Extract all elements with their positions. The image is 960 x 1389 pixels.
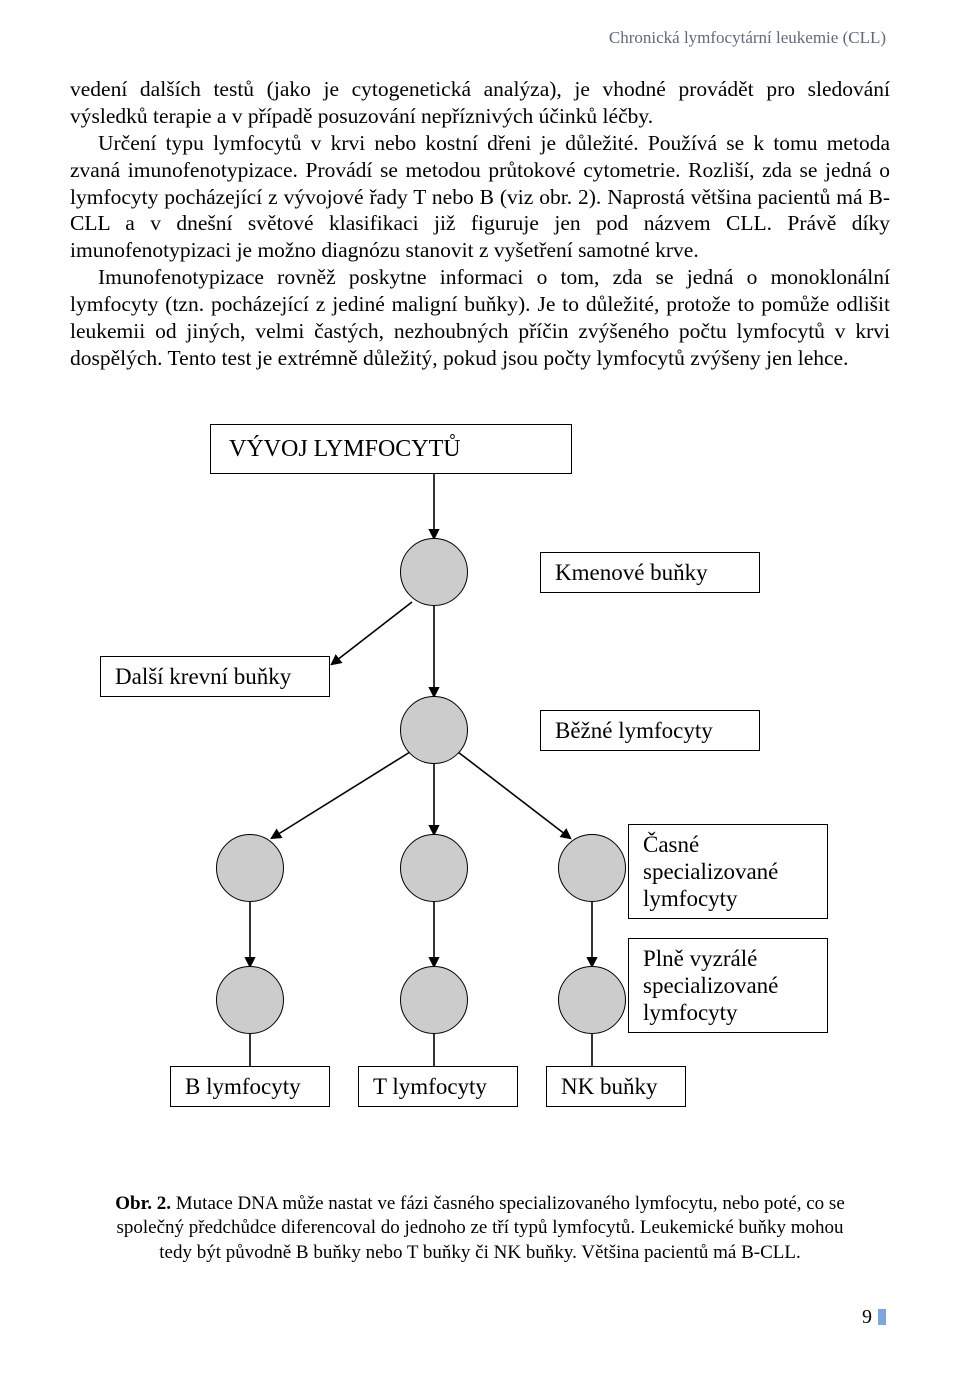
diagram-box-casne: Časnéspecializovanélymfocyty [628, 824, 828, 919]
caption-lead: Obr. 2. [115, 1193, 171, 1214]
paragraph-3: Imunofenotypizace rovněž poskytne inform… [70, 264, 890, 372]
diagram-box-title: VÝVOJ LYMFOCYTŮ [210, 424, 572, 474]
cell-node [558, 966, 626, 1034]
cell-node [400, 966, 468, 1034]
paragraph-2: Určení typu lymfocytů v krvi nebo kostní… [70, 130, 890, 264]
diagram-box-bezne: Běžné lymfocyty [540, 710, 760, 751]
diagram-edges [100, 424, 860, 1164]
diagram-box-label: Kmenové buňky [541, 553, 759, 592]
diagram-box-label: Plně vyzráléspecializovanélymfocyty [629, 939, 827, 1032]
diagram-box-label: Běžné lymfocyty [541, 711, 759, 750]
cell-node [400, 538, 468, 606]
diagram-edge [272, 752, 410, 838]
cell-node [400, 696, 468, 764]
diagram-box-blymf: B lymfocyty [170, 1066, 330, 1107]
diagram-edge [458, 752, 570, 838]
footer-mark [878, 1309, 886, 1325]
figure-caption: Obr. 2. Mutace DNA může nastat ve fázi č… [106, 1192, 854, 1266]
diagram-box-label: B lymfocyty [171, 1067, 329, 1106]
diagram-box-nk: NK buňky [546, 1066, 686, 1107]
diagram-box-tlymf: T lymfocyty [358, 1066, 518, 1107]
diagram-box-kmen: Kmenové buňky [540, 552, 760, 593]
lymphocyte-tree-diagram: VÝVOJ LYMFOCYTŮ Kmenové buňky Další krevní… [100, 424, 860, 1164]
diagram-box-label: Časnéspecializovanélymfocyty [629, 825, 827, 918]
diagram-box-dalsi: Další krevní buňky [100, 656, 330, 697]
page-footer: 9 [70, 1306, 890, 1329]
diagram-edge [332, 602, 412, 664]
body-text: vedení dalších testů (jako je cytogeneti… [70, 76, 890, 372]
diagram-box-label: VÝVOJ LYMFOCYTŮ [211, 425, 571, 473]
cell-node [400, 834, 468, 902]
diagram-box-label: T lymfocyty [359, 1067, 517, 1106]
page-number: 9 [862, 1306, 872, 1328]
running-head: Chronická lymfocytární leukemie (CLL) [70, 28, 890, 48]
paragraph-1: vedení dalších testů (jako je cytogeneti… [70, 76, 890, 130]
caption-rest: Mutace DNA může nastat ve fázi časného s… [116, 1193, 844, 1263]
cell-node [216, 966, 284, 1034]
diagram-box-label: NK buňky [547, 1067, 685, 1106]
diagram-box-label: Další krevní buňky [101, 657, 329, 696]
cell-node [216, 834, 284, 902]
diagram-box-plne: Plně vyzráléspecializovanélymfocyty [628, 938, 828, 1033]
cell-node [558, 834, 626, 902]
